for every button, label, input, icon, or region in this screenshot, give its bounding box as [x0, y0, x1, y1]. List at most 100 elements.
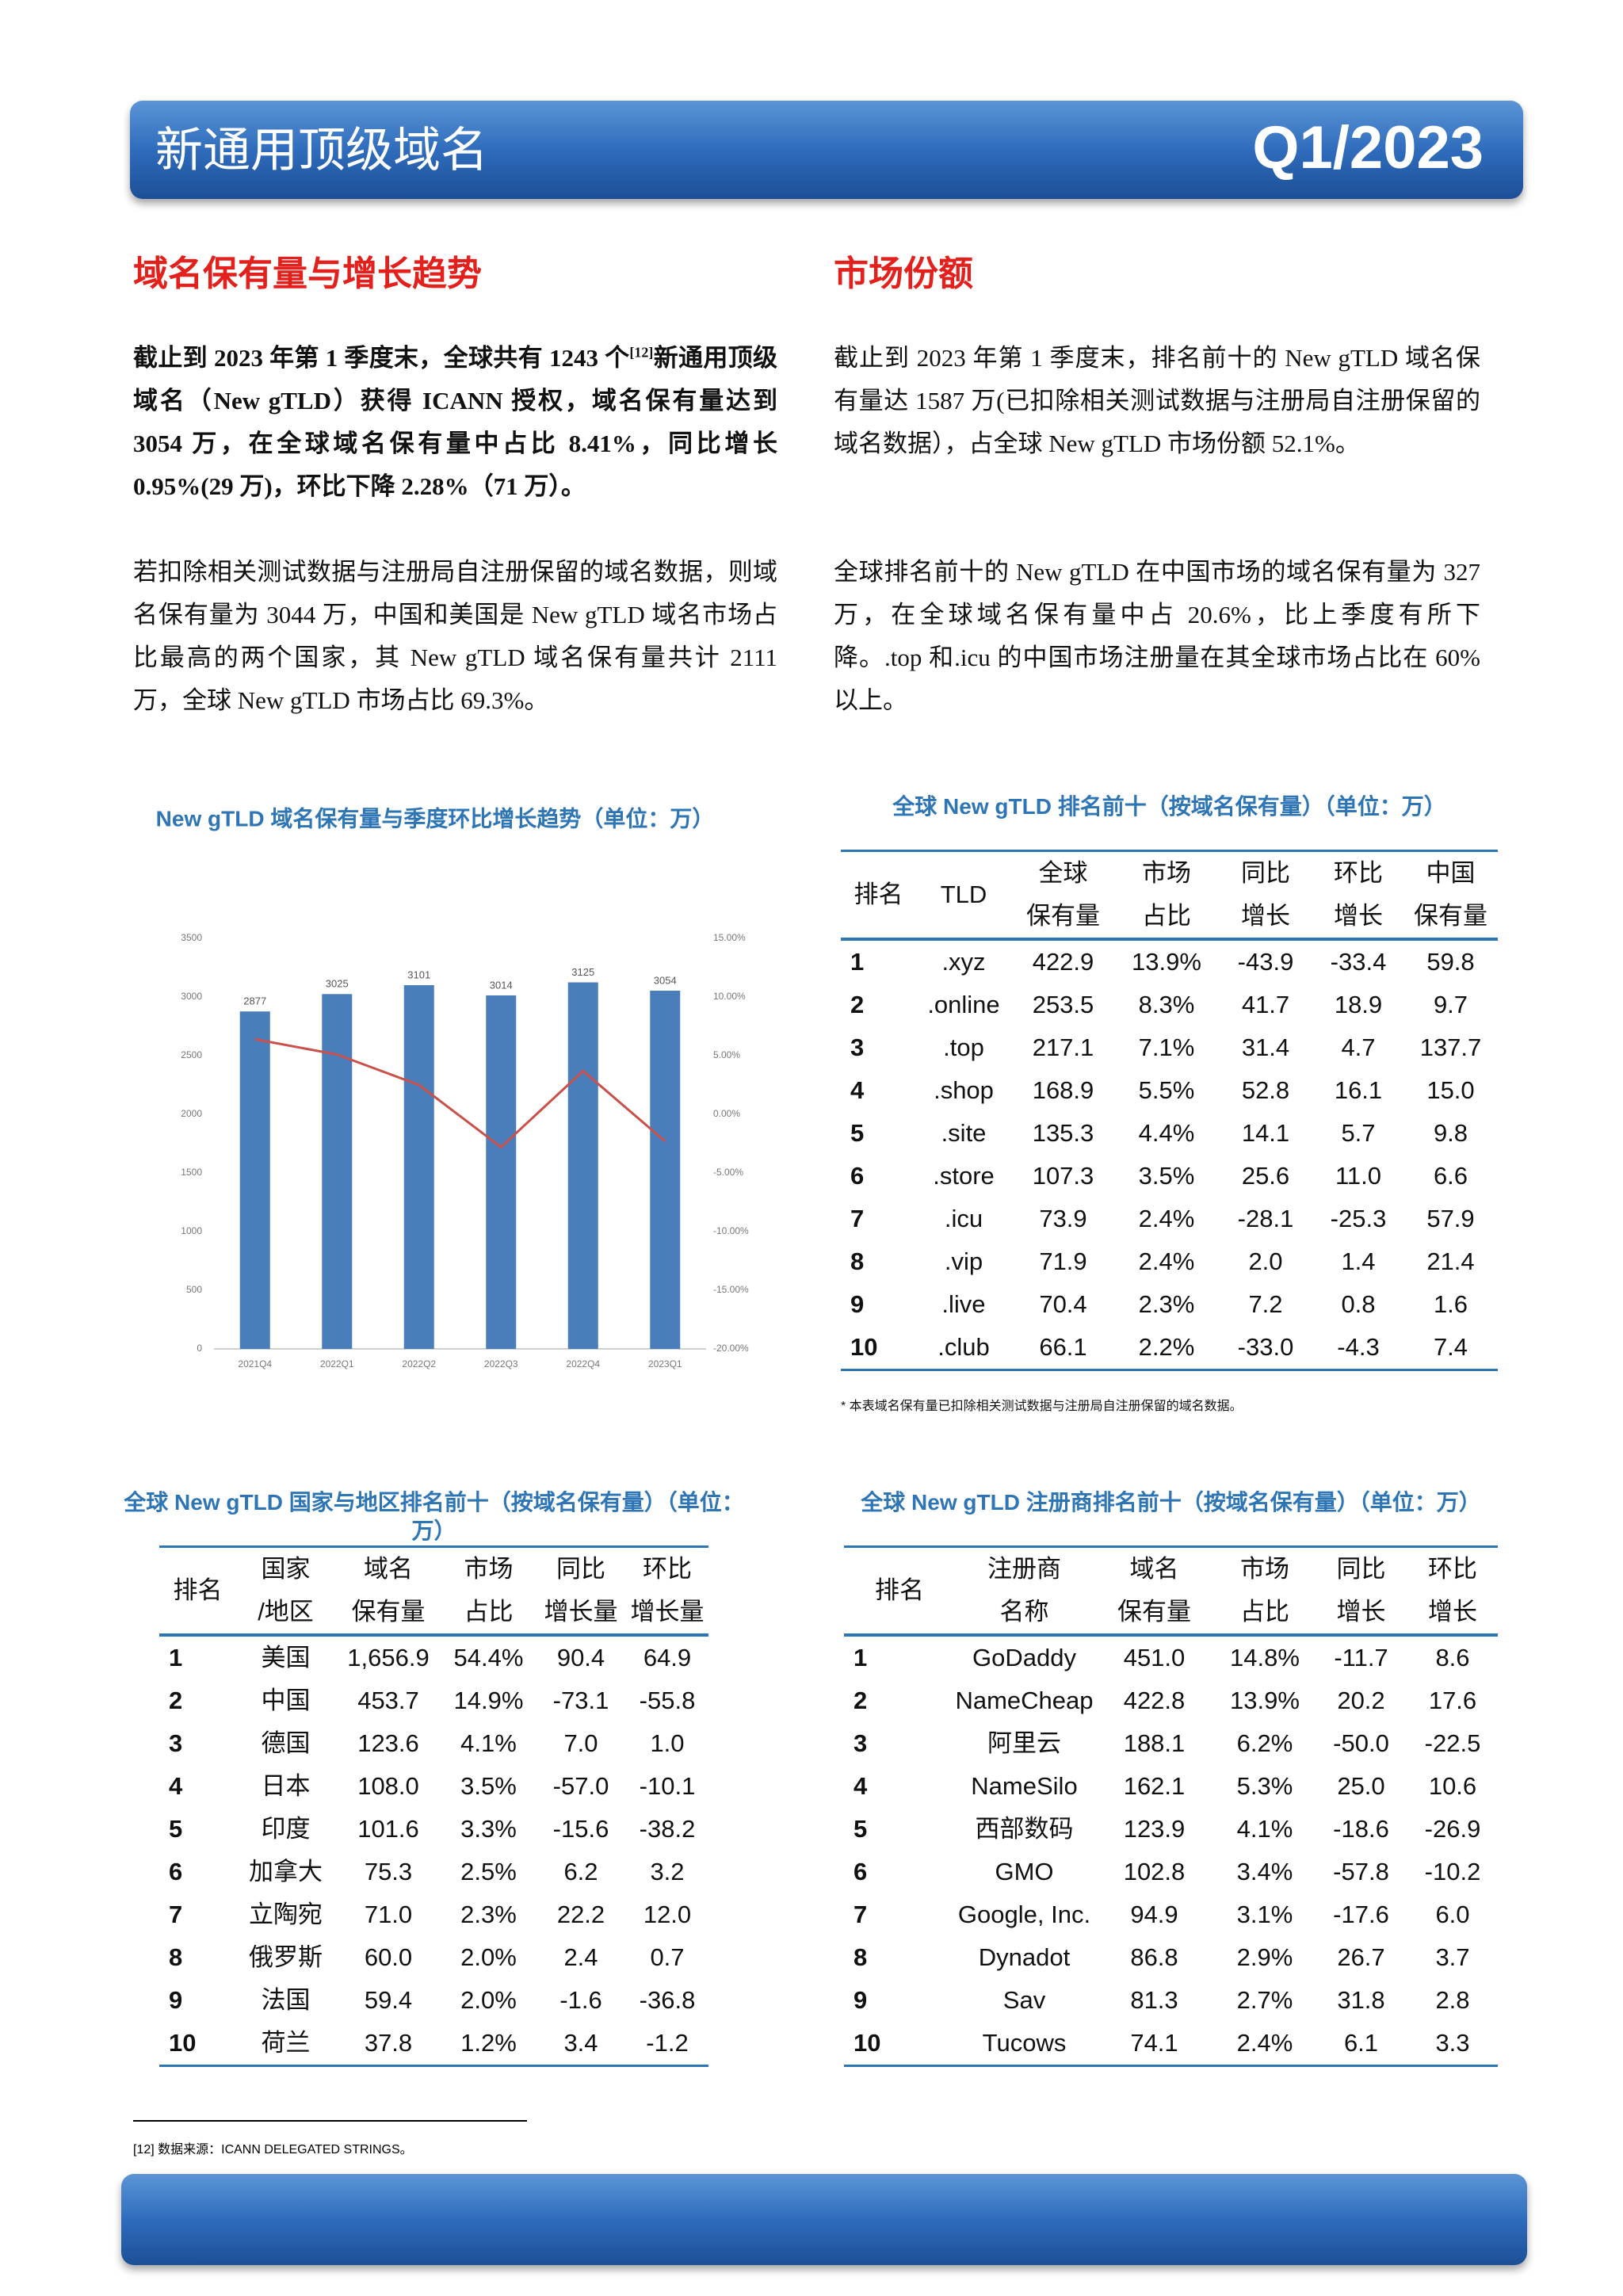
footnote-ref: [12]	[629, 344, 654, 361]
table-cell: -11.7	[1334, 1644, 1388, 1671]
table-cell: 107.3	[1032, 1162, 1094, 1190]
table-cell: .top	[943, 1033, 984, 1061]
header-cell: 排名	[841, 850, 916, 941]
table-cell: 6.6	[1433, 1162, 1468, 1190]
table-cell: 54.4%	[453, 1644, 524, 1671]
table-cell: 74.1	[1094, 2022, 1215, 2067]
table-cell: -10.1	[639, 1772, 696, 1800]
header-text: 保有量	[351, 1598, 426, 1626]
table-cell: 3	[850, 1033, 865, 1061]
table-cell: -18.6	[1333, 1815, 1389, 1843]
table-cell: -50.0	[1333, 1729, 1389, 1757]
table-row: 3 德国 123.6 4.1% 7.0 1.0	[159, 1722, 708, 1765]
paragraph: 全球排名前十的 New gTLD 在中国市场的域名保有量为 327 万，在全球域…	[834, 558, 1480, 714]
table-cell: -15.6	[552, 1815, 609, 1843]
table-cell: 4.1%	[460, 1729, 517, 1757]
y2-tick-label: 15.00%	[713, 932, 746, 943]
table-cell: 西部数码	[975, 1815, 1074, 1843]
table-cell: 2	[850, 991, 865, 1018]
table-row: 4 .shop 168.9 5.5% 52.8 16.1 15.0	[841, 1069, 1498, 1112]
table-cell: 德国	[261, 1729, 311, 1757]
header-cell: 同比 增长	[1315, 1545, 1407, 1637]
table-cell: 8	[854, 1943, 868, 1971]
table-cell: 31.4	[1241, 1033, 1290, 1061]
header-text: 同比	[556, 1555, 605, 1583]
header-text: 占比	[464, 1598, 514, 1626]
table-cell: 22.2	[556, 1901, 605, 1928]
table-row: 1 GoDaddy 451.0 14.8% -11.7 8.6	[844, 1635, 1498, 1679]
table-cell: 71.9	[1039, 1247, 1087, 1275]
table-cell: 7.2	[1248, 1290, 1283, 1318]
table-cell: 3.1%	[1236, 1901, 1293, 1928]
table-cell: 2	[854, 1687, 868, 1714]
header-cell: 域名 保有量	[1094, 1545, 1215, 1637]
table-cell: 8.3%	[1138, 991, 1195, 1018]
header-cell: 环比 增长量	[626, 1545, 708, 1637]
data-label: 2877	[243, 995, 266, 1007]
table-cell: 9.8	[1433, 1119, 1468, 1147]
table-cell: -57.0	[552, 1772, 609, 1800]
table-cell: 59.8	[1426, 948, 1475, 976]
table-cell: 7	[850, 1205, 865, 1232]
header-text: 全球	[1038, 859, 1088, 887]
table-cell: -73.1	[552, 1687, 609, 1714]
table-cell: .live	[941, 1290, 986, 1318]
table-cell: 法国	[261, 1986, 311, 2014]
header-text: /地区	[258, 1598, 314, 1626]
table-cell: 14.1	[1241, 1119, 1290, 1147]
table-cell: Sav	[1002, 1986, 1046, 2014]
table-cell: -55.8	[639, 1687, 696, 1714]
table-row: 5 印度 101.6 3.3% -15.6 -38.2	[159, 1808, 708, 1851]
table-cell: 10.6	[1428, 1772, 1477, 1800]
table-cell: Dynadot	[978, 1943, 1071, 1971]
table-cell: -36.8	[639, 1986, 696, 2014]
bar	[486, 995, 517, 1349]
table-row: 7 Google, Inc. 94.9 3.1% -17.6 6.0	[844, 1893, 1498, 1936]
table-cell: 21.4	[1426, 1247, 1475, 1275]
table-cell: 422.8	[1123, 1687, 1186, 1714]
table-cell: 3	[854, 1729, 868, 1757]
table-cell: 立陶宛	[249, 1901, 323, 1928]
header-text: 名称	[999, 1598, 1049, 1626]
table-cell: 168.9	[1032, 1076, 1094, 1104]
header-title: 新通用顶级域名	[155, 124, 488, 177]
table-cell: 422.9	[1032, 948, 1094, 976]
data-label: 3125	[571, 966, 594, 978]
data-label: 3054	[654, 974, 677, 986]
table-cell: 94.9	[1130, 1901, 1178, 1928]
table-cell: 俄罗斯	[249, 1943, 323, 1971]
table-cell: .vip	[944, 1247, 983, 1275]
header-text: 增长	[1336, 1598, 1386, 1626]
table-cell: 0.8	[1341, 1290, 1376, 1318]
data-label: 3101	[407, 968, 430, 980]
table-row: 7 .icu 73.9 2.4% -28.1 -25.3 57.9	[841, 1198, 1498, 1240]
table-cell: 7.4	[1403, 1326, 1498, 1371]
x-tick-label: 2021Q4	[238, 1358, 272, 1370]
footer-banner	[121, 2174, 1527, 2265]
table-cell: 162.1	[1123, 1772, 1186, 1800]
table-cell: .icu	[944, 1205, 983, 1232]
header-text: 排名	[854, 881, 903, 908]
table-row: 3 .top 217.1 7.1% 31.4 4.7 137.7	[841, 1026, 1498, 1069]
table-cell: 188.1	[1123, 1729, 1186, 1757]
table-cell: 1,656.9	[347, 1644, 430, 1671]
y-tick-label: 2000	[181, 1108, 202, 1119]
table-row: 10 Tucows 74.1 2.4% 6.1 3.3	[844, 2022, 1498, 2067]
table-cell: 4.4%	[1138, 1119, 1195, 1147]
table-cell: 7	[854, 1901, 868, 1928]
table-cell: 10	[159, 2022, 236, 2067]
table-cell: 6	[169, 1858, 183, 1885]
table-cell: 13.9%	[1132, 948, 1201, 976]
bar	[650, 991, 681, 1349]
table-cell: -25.3	[1330, 1205, 1387, 1232]
table-cell: 4	[854, 1772, 868, 1800]
table-row: 9 .live 70.4 2.3% 7.2 0.8 1.6	[841, 1283, 1498, 1326]
table-cell: 9.7	[1433, 991, 1468, 1018]
bar	[567, 982, 598, 1349]
data-label: 3025	[326, 978, 349, 990]
y2-tick-label: -10.00%	[713, 1225, 749, 1236]
header-cell: TLD	[916, 850, 1011, 941]
header-cell: 全球 保有量	[1011, 850, 1115, 941]
table-cell: 印度	[261, 1815, 311, 1843]
table-row: 6 GMO 102.8 3.4% -57.8 -10.2	[844, 1851, 1498, 1893]
